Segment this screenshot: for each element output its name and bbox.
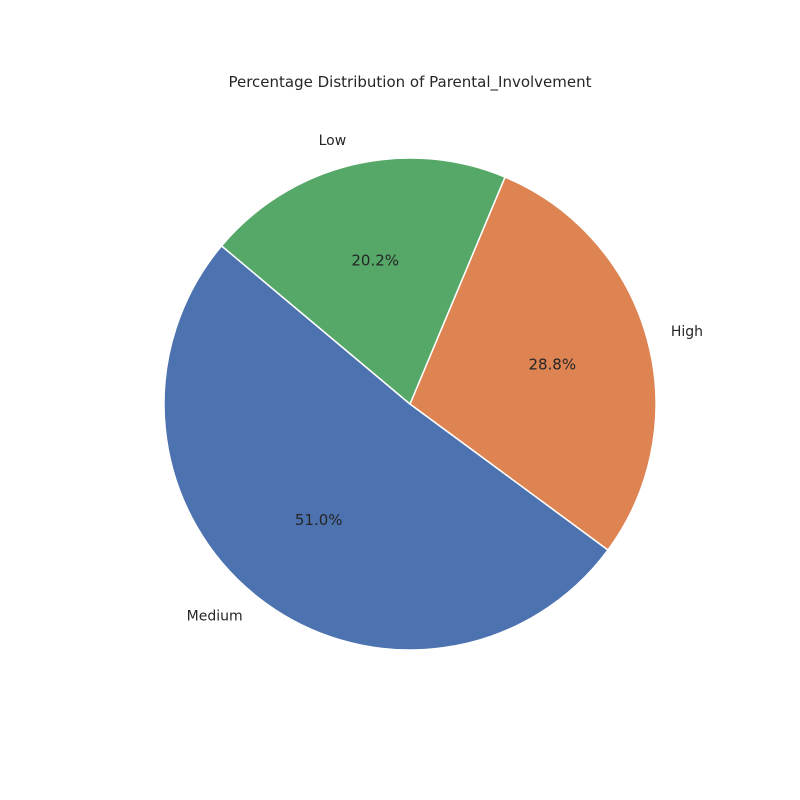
pie-slice-low (220, 157, 506, 405)
slice-percent-high: 28.8% (528, 356, 576, 374)
chart-title: Percentage Distribution of Parental_Invo… (228, 73, 592, 91)
slice-label-low: Low (319, 133, 347, 149)
slice-label-medium: Medium (187, 609, 243, 625)
slice-percent-medium: 51.0% (295, 511, 343, 529)
pie-slice-high (409, 176, 657, 551)
pie-slice-medium (163, 245, 609, 651)
slice-percent-low: 20.2% (351, 252, 399, 270)
slice-label-high: High (671, 324, 703, 340)
